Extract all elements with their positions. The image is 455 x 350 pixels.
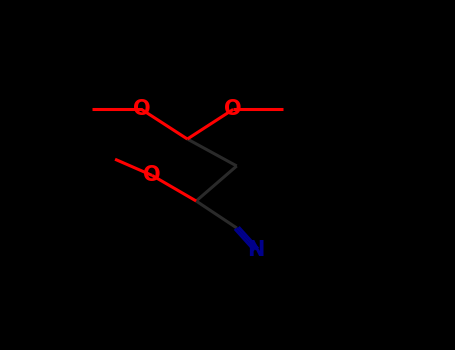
- Text: O: O: [224, 99, 242, 119]
- Text: O: O: [143, 166, 161, 186]
- Text: O: O: [133, 99, 150, 119]
- Text: N: N: [248, 239, 265, 259]
